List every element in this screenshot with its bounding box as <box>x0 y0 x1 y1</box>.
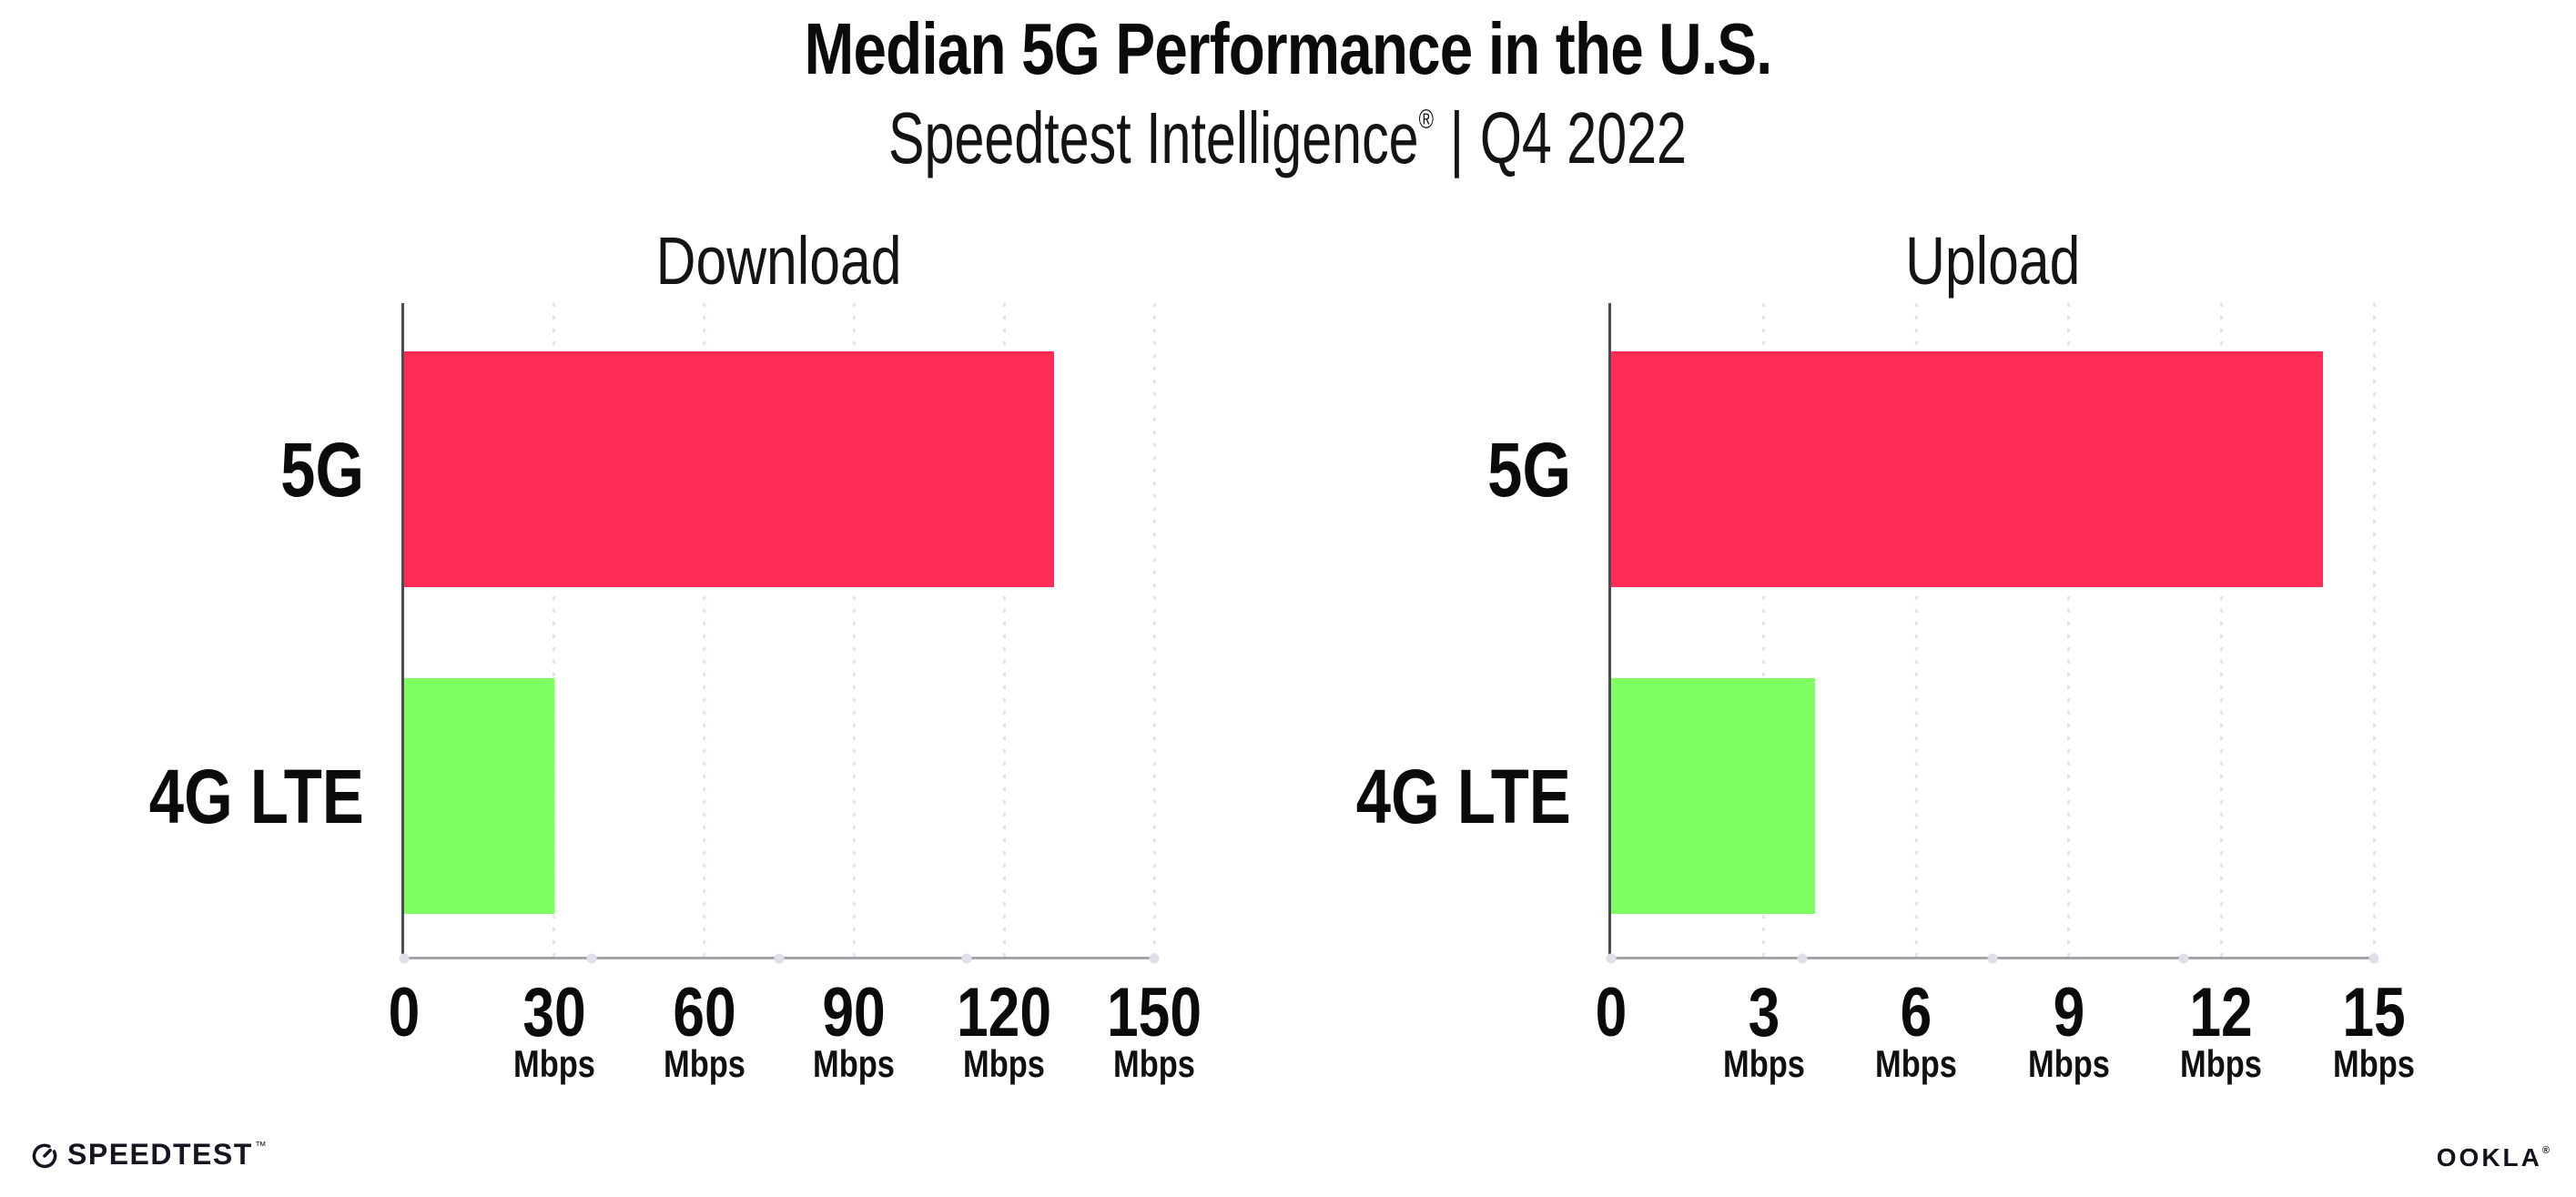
gridline <box>852 303 856 959</box>
x-tick-unit-label: Mbps <box>813 1042 896 1085</box>
ookla-logo: OOKLA® <box>2437 1145 2550 1171</box>
x-tick-label-6: 6 <box>1900 974 1932 1051</box>
x-tick-label-3: 3 <box>1748 974 1780 1051</box>
x-tick-label-60: 60 <box>672 974 736 1051</box>
ookla-wordmark: OOKLA <box>2436 1143 2542 1172</box>
subtitle-separator: | <box>1450 97 1465 178</box>
trademark-mark: ™ <box>254 1139 267 1152</box>
y-axis-line <box>401 303 404 959</box>
category-label-4g-lte: 4G LTE <box>1355 753 1571 839</box>
y-axis-line <box>1608 303 1611 959</box>
axis-dot <box>1606 953 1617 963</box>
gridline <box>1762 303 1766 959</box>
axis-dot <box>774 953 785 963</box>
gridline <box>1914 303 1918 959</box>
x-tick-label-120: 120 <box>957 974 1052 1051</box>
axis-dot <box>586 953 597 963</box>
subtitle-brand: Speedtest Intelligence <box>888 97 1420 178</box>
x-tick-unit-label: Mbps <box>512 1042 595 1085</box>
axis-dot <box>2368 953 2379 963</box>
x-tick-label-9: 9 <box>2053 974 2085 1051</box>
speedtest-gauge-icon <box>32 1143 57 1168</box>
gridline <box>703 303 706 959</box>
speedtest-logo: SPEEDTEST ™ <box>30 1138 267 1172</box>
x-tick-unit-label: Mbps <box>1875 1042 1958 1085</box>
bar-download-4g-lte <box>404 678 554 914</box>
axis-dot <box>2178 953 2188 963</box>
download-chart-title: Download <box>656 223 902 299</box>
x-tick-label-30: 30 <box>522 974 586 1051</box>
x-tick-label-0: 0 <box>388 974 421 1051</box>
category-label-5g: 5G <box>1487 426 1571 512</box>
x-tick-unit-label: Mbps <box>963 1042 1046 1085</box>
gridline <box>553 303 556 959</box>
axis-dot <box>1797 953 1807 963</box>
speedtest-wordmark: SPEEDTEST <box>67 1138 253 1171</box>
registered-mark: ® <box>1419 105 1435 135</box>
x-tick-unit-label: Mbps <box>1722 1042 1805 1085</box>
gridline <box>1002 303 1006 959</box>
page-title: Median 5G Performance in the U.S. <box>804 8 1773 89</box>
upload-chart-title: Upload <box>1904 223 2081 299</box>
axis-dot <box>961 953 972 963</box>
x-tick-unit-label: Mbps <box>1113 1042 1195 1085</box>
category-label-4g-lte: 4G LTE <box>148 753 364 839</box>
x-tick-unit-label: Mbps <box>2027 1042 2110 1085</box>
category-label-5g: 5G <box>280 426 364 512</box>
axis-dot <box>399 953 410 963</box>
x-tick-label-15: 15 <box>2342 974 2406 1051</box>
axis-dot <box>1149 953 1160 963</box>
x-tick-label-90: 90 <box>822 974 887 1051</box>
x-tick-label-12: 12 <box>2189 974 2254 1051</box>
x-tick-label-150: 150 <box>1107 974 1202 1051</box>
x-tick-unit-label: Mbps <box>2180 1042 2263 1085</box>
bar-upload-4g-lte <box>1611 678 1815 914</box>
gridline <box>2067 303 2071 959</box>
x-tick-unit-label: Mbps <box>2333 1042 2415 1085</box>
gridline <box>1152 303 1156 959</box>
gridline <box>2372 303 2376 959</box>
bar-upload-5g <box>1611 351 2324 587</box>
subtitle-period: Q4 2022 <box>1480 97 1688 178</box>
x-tick-label-0: 0 <box>1595 974 1628 1051</box>
bar-download-5g <box>404 351 1055 587</box>
ookla-registered-mark: ® <box>2541 1145 2550 1156</box>
axis-dot <box>1987 953 1998 963</box>
gridline <box>2219 303 2223 959</box>
x-tick-unit-label: Mbps <box>663 1042 745 1085</box>
page-subtitle: Speedtest Intelligence® | Q4 2022 <box>0 96 2576 180</box>
